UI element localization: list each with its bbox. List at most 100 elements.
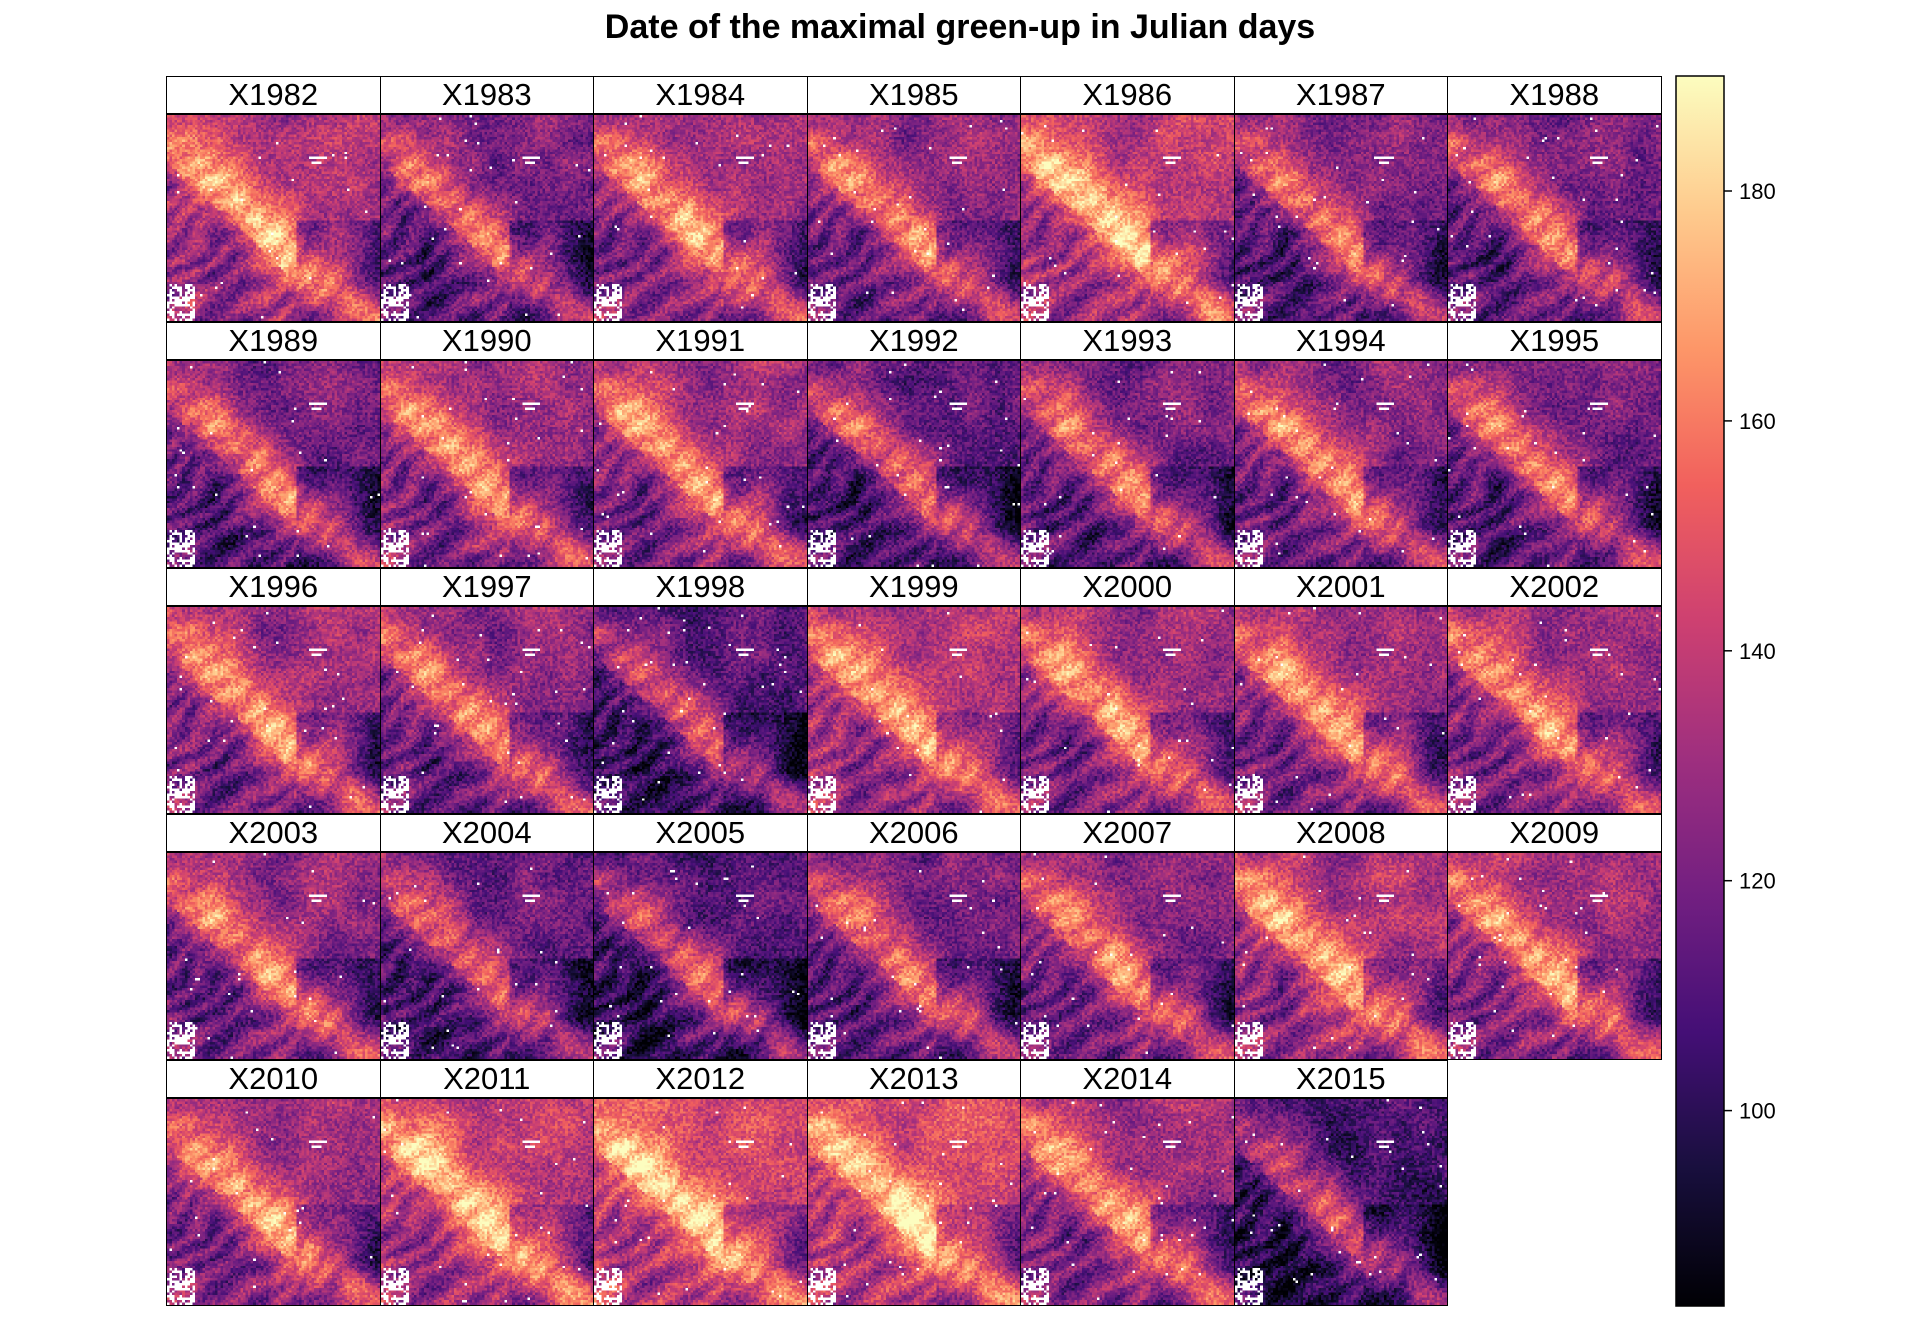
panel-strip-label: X1987	[1233, 76, 1448, 114]
raster-map	[593, 360, 808, 568]
panel-strip-label: X2014	[1020, 1060, 1235, 1098]
raster-map	[593, 1098, 808, 1306]
raster-map	[1233, 1098, 1448, 1306]
panel-strip-label: X2013	[806, 1060, 1021, 1098]
colorbar-tick-label: 140	[1739, 639, 1776, 664]
panel-x2010: X2010	[166, 1060, 381, 1306]
panel-strip-label: X2007	[1020, 814, 1235, 852]
panel-x1985: X1985	[806, 76, 1021, 322]
panel-x1982: X1982	[166, 76, 381, 322]
panel-x2002: X2002	[1447, 568, 1662, 814]
panel-strip-label: X1999	[806, 568, 1021, 606]
panel-strip-label: X2005	[593, 814, 808, 852]
panel-x1984: X1984	[593, 76, 808, 322]
panel-x2006: X2006	[806, 814, 1021, 1060]
colorbar-gradient	[1675, 75, 1725, 1307]
panel-x2014: X2014	[1020, 1060, 1235, 1306]
raster-map	[379, 1098, 594, 1306]
raster-map	[1233, 852, 1448, 1060]
chart-title: Date of the maximal green-up in Julian d…	[604, 8, 1316, 46]
colorbar-tick-label: 100	[1739, 1099, 1776, 1124]
panel-strip-label: X2012	[593, 1060, 808, 1098]
raster-map	[166, 114, 381, 322]
panel-x1998: X1998	[593, 568, 808, 814]
panel-x1997: X1997	[379, 568, 594, 814]
panel-x2003: X2003	[166, 814, 381, 1060]
raster-map	[379, 606, 594, 814]
panel-x2009: X2009	[1447, 814, 1662, 1060]
raster-map	[166, 852, 381, 1060]
panel-x1988: X1988	[1447, 76, 1662, 322]
colorbar-tick-label: 160	[1739, 409, 1776, 434]
raster-map	[806, 114, 1021, 322]
raster-map	[1020, 360, 1235, 568]
raster-map	[379, 852, 594, 1060]
raster-map	[379, 114, 594, 322]
panel-strip-label: X1993	[1020, 322, 1235, 360]
panel-strip-label: X2015	[1233, 1060, 1448, 1098]
panel-x2005: X2005	[593, 814, 808, 1060]
colorbar-tick-label: 180	[1739, 179, 1776, 204]
panel-strip-label: X1983	[379, 76, 594, 114]
panel-strip-label: X2011	[379, 1060, 594, 1098]
panel-strip-label: X1995	[1447, 322, 1662, 360]
panel-x1986: X1986	[1020, 76, 1235, 322]
panel-x2000: X2000	[1020, 568, 1235, 814]
panel-strip-label: X2000	[1020, 568, 1235, 606]
raster-map	[166, 360, 381, 568]
raster-map	[379, 360, 594, 568]
panel-strip-label: X1988	[1447, 76, 1662, 114]
raster-map	[166, 1098, 381, 1306]
panel-x2007: X2007	[1020, 814, 1235, 1060]
panel-x1987: X1987	[1233, 76, 1448, 322]
panel-strip-label: X2002	[1447, 568, 1662, 606]
colorbar: 100 120 140 160 180	[1675, 75, 1776, 1307]
raster-map	[1447, 114, 1662, 322]
panel-strip-label: X2006	[806, 814, 1021, 852]
panel-strip-label: X1985	[806, 76, 1021, 114]
panel-strip-label: X1989	[166, 322, 381, 360]
raster-map	[806, 1098, 1021, 1306]
colorbar-tick-label: 120	[1739, 869, 1776, 894]
raster-map	[806, 606, 1021, 814]
raster-map	[593, 114, 808, 322]
raster-map	[1020, 606, 1235, 814]
raster-map	[593, 852, 808, 1060]
panel-strip-label: X1984	[593, 76, 808, 114]
panel-strip-label: X1991	[593, 322, 808, 360]
raster-map	[1447, 852, 1662, 1060]
raster-map	[166, 606, 381, 814]
panel-x1992: X1992	[806, 322, 1021, 568]
panel-x1989: X1989	[166, 322, 381, 568]
raster-map	[593, 606, 808, 814]
panel-x1994: X1994	[1233, 322, 1448, 568]
panel-strip-label: X2001	[1233, 568, 1448, 606]
panel-strip-label: X2003	[166, 814, 381, 852]
panel-strip-label: X1990	[379, 322, 594, 360]
panel-strip-label: X1982	[166, 76, 381, 114]
panel-x1991: X1991	[593, 322, 808, 568]
panel-strip-label: X1997	[379, 568, 594, 606]
panel-strip-label: X2009	[1447, 814, 1662, 852]
panel-x2008: X2008	[1233, 814, 1448, 1060]
panel-x1990: X1990	[379, 322, 594, 568]
panel-strip-label: X1994	[1233, 322, 1448, 360]
panel-strip-label: X1986	[1020, 76, 1235, 114]
raster-map	[1233, 606, 1448, 814]
panel-x1993: X1993	[1020, 322, 1235, 568]
panel-x1996: X1996	[166, 568, 381, 814]
panel-strip-label: X1992	[806, 322, 1021, 360]
panel-x1995: X1995	[1447, 322, 1662, 568]
raster-map	[1020, 114, 1235, 322]
raster-map	[806, 360, 1021, 568]
raster-map	[1447, 360, 1662, 568]
panel-x2013: X2013	[806, 1060, 1021, 1306]
panel-x1983: X1983	[379, 76, 594, 322]
panel-strip-label: X2008	[1233, 814, 1448, 852]
raster-map	[1020, 1098, 1235, 1306]
panel-strip-label: X1996	[166, 568, 381, 606]
panel-x2015: X2015	[1233, 1060, 1448, 1306]
raster-map	[1447, 606, 1662, 814]
panel-x2011: X2011	[379, 1060, 594, 1306]
panel-x2012: X2012	[593, 1060, 808, 1306]
